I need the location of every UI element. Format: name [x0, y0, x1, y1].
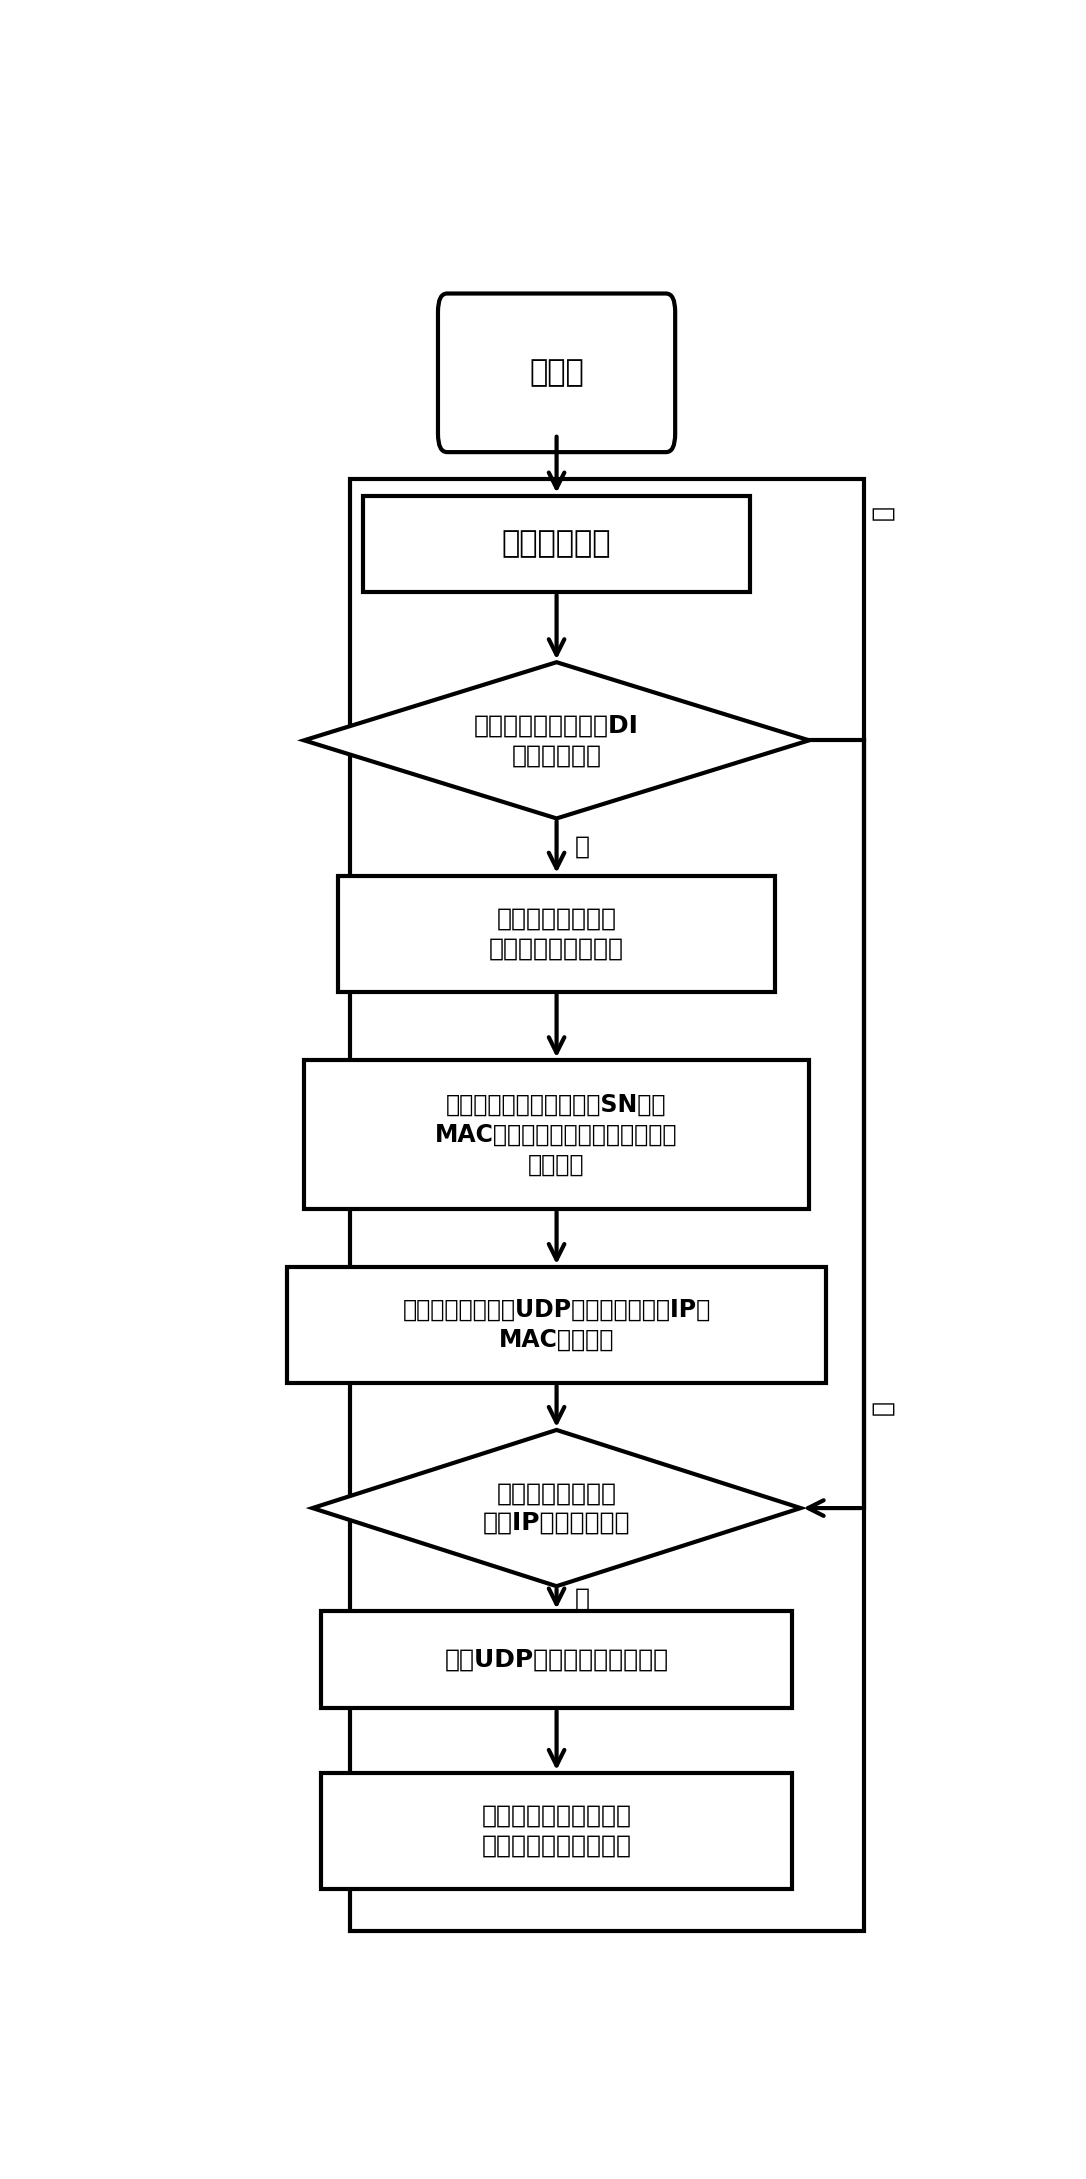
Bar	[287, 1266, 826, 1384]
Bar	[351, 479, 863, 1931]
Bar	[304, 1061, 809, 1209]
Bar	[321, 1612, 793, 1708]
Text: 否: 否	[870, 1399, 894, 1414]
FancyBboxPatch shape	[438, 294, 675, 451]
Text: 通过UDP广播下发已设置命令: 通过UDP广播下发已设置命令	[444, 1647, 669, 1671]
Text: 是否接收到监控仪
设置IP成功的信息？: 是否接收到监控仪 设置IP成功的信息？	[483, 1482, 630, 1534]
Text: 将该工位的指示灯点亮
开始进行该工位的测试: 将该工位的指示灯点亮 开始进行该工位的测试	[481, 1804, 632, 1859]
Text: 否: 否	[870, 506, 894, 521]
Text: 是: 是	[574, 835, 590, 859]
Bar	[363, 495, 750, 593]
Text: 是: 是	[574, 1586, 590, 1610]
Text: 点击开始测试: 点击开始测试	[502, 529, 611, 558]
Polygon shape	[313, 1429, 800, 1586]
Text: 根据工位号，通过UDP广播下发预设的IP、
MAC设置命令: 根据工位号，通过UDP广播下发预设的IP、 MAC设置命令	[403, 1299, 710, 1351]
Text: 扫描该工位上的监控仪的SN以及
MAC地址，扫描到则使该工位的指
示灯熄灭: 扫描该工位上的监控仪的SN以及 MAC地址，扫描到则使该工位的指 示灯熄灭	[435, 1094, 678, 1177]
Text: 确定属于哪个工位
将对应工位的灯点亮: 确定属于哪个工位 将对应工位的灯点亮	[489, 906, 624, 961]
Bar	[338, 876, 775, 991]
Polygon shape	[304, 662, 809, 819]
Text: 上位机: 上位机	[529, 357, 584, 388]
Text: 检测智能监控模块的DI
是否有变化？: 检测智能监控模块的DI 是否有变化？	[475, 713, 639, 767]
Bar	[321, 1774, 793, 1889]
